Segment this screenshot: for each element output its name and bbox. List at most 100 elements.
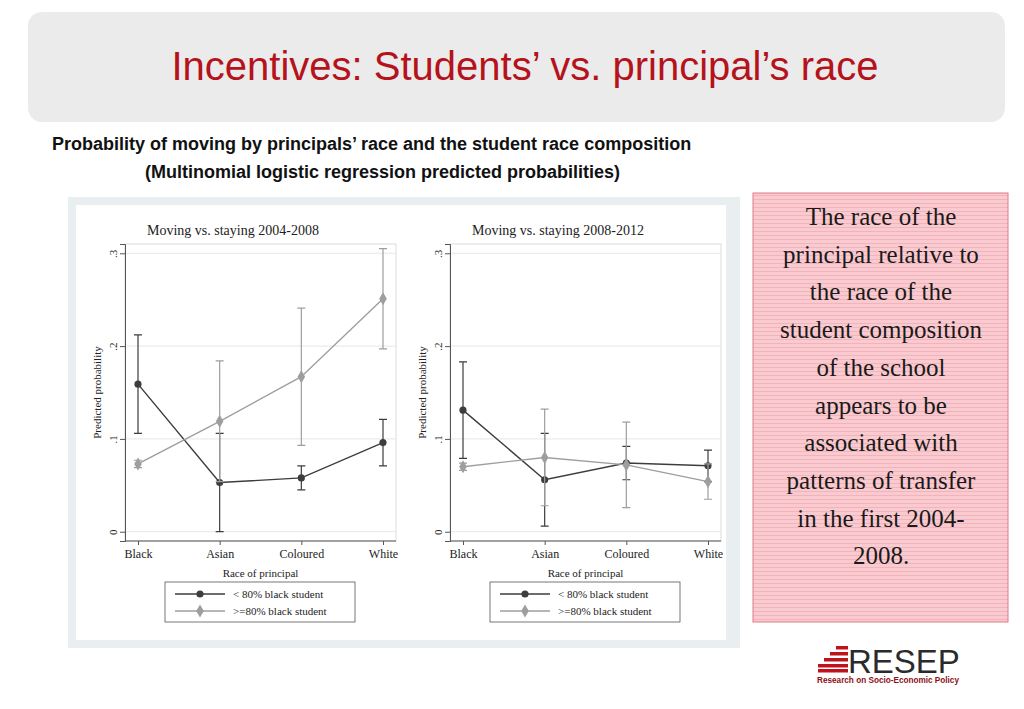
x-tick-mark	[708, 541, 709, 545]
note-text: 2008.	[853, 542, 909, 569]
x-tick-mark	[301, 541, 302, 545]
y-tick-label: .3	[107, 249, 119, 258]
x-tick: Coloured	[604, 541, 649, 561]
error-bar-path	[134, 335, 142, 433]
title-bar	[28, 12, 1005, 122]
grid-line	[450, 438, 721, 439]
grid-line	[450, 346, 721, 347]
subtitle: Probability of moving by principals’ rac…	[52, 134, 691, 154]
error-bar	[297, 466, 305, 490]
subtitle: (Multinomial logistic regression predict…	[145, 162, 620, 182]
x-tick-label: Asian	[206, 547, 234, 561]
x-axis-line	[125, 541, 396, 542]
x-axis-line	[450, 541, 721, 542]
legend-label: < 80% black student	[233, 588, 323, 600]
x-tick: Black	[450, 541, 478, 561]
chart-title: Moving vs. staying 2008-2012	[472, 223, 644, 238]
y-axis-line	[445, 245, 451, 542]
point-marker	[216, 415, 224, 428]
x-tick: Asian	[206, 541, 234, 561]
point-marker	[541, 451, 549, 464]
y-tick: .2	[107, 342, 125, 350]
error-bar	[459, 362, 467, 459]
y-tick-mark	[120, 532, 125, 533]
error-bar-path	[297, 466, 305, 490]
slide: Incentives: Students’ vs. principal’s ra…	[0, 0, 1024, 709]
error-bar	[379, 249, 387, 349]
point-marker	[134, 457, 142, 470]
legend-label: >=80% black student	[233, 605, 327, 617]
x-tick: White	[694, 541, 723, 561]
slide-title: Incentives: Students’ vs. principal’s ra…	[171, 44, 878, 88]
error-bar-path	[622, 422, 630, 507]
error-bar-path	[216, 361, 224, 482]
error-bar-path	[541, 409, 549, 506]
chart: 0.1.2.3BlackAsianColouredWhiteMoving vs.…	[76, 205, 401, 640]
y-tick-label: .1	[432, 435, 444, 443]
x-tick-mark	[463, 541, 464, 545]
point-marker	[379, 439, 386, 446]
y-tick-mark	[445, 532, 450, 533]
note-text: appears to be	[815, 392, 947, 419]
error-bar-path	[379, 249, 387, 349]
point-marker	[298, 474, 305, 481]
note-box	[753, 193, 1008, 622]
logo-caption: Research on Socio-Economic Policy	[817, 676, 959, 685]
legend-box	[490, 582, 680, 622]
y-tick: .1	[432, 435, 450, 443]
point-marker	[459, 407, 466, 414]
chart: 0.1.2.3BlackAsianColouredWhiteMoving vs.…	[401, 205, 726, 640]
x-tick-mark	[220, 541, 221, 545]
chart-panel	[68, 197, 740, 648]
x-axis: Black Asian Coloured White	[450, 541, 724, 561]
graph-region	[76, 205, 401, 640]
y-tick-mark	[445, 253, 450, 254]
x-tick-mark	[383, 541, 384, 545]
series	[134, 249, 387, 482]
x-axis-title: Race of principal	[223, 567, 299, 579]
y-axis: 0.1.2.3	[107, 245, 126, 542]
note-text: student composition	[780, 316, 983, 343]
logo-bar	[830, 652, 848, 656]
x-axis-title: Race of principal	[548, 567, 624, 579]
x-tick-mark	[138, 541, 139, 545]
x-tick-label: Coloured	[604, 547, 649, 561]
y-tick-mark	[120, 253, 125, 254]
note-text: patterns of transfer	[787, 467, 976, 494]
logo-bar	[818, 664, 848, 668]
x-tick-label: Asian	[531, 547, 559, 561]
marks	[459, 362, 712, 526]
point-marker	[459, 460, 467, 473]
note-text: The race of the	[806, 203, 957, 230]
chart-title: Moving vs. staying 2004-2008	[147, 223, 319, 238]
point-marker	[623, 458, 631, 471]
error-bar-path	[379, 419, 387, 465]
error-bar	[622, 422, 630, 507]
x-tick-mark	[545, 541, 546, 545]
grid-line	[125, 346, 396, 347]
x-axis: BlackAsianColouredWhite	[125, 541, 399, 561]
y-tick: 0	[432, 529, 450, 535]
x-tick-label: Black	[450, 547, 478, 561]
y-tick-mark	[445, 439, 450, 440]
series	[134, 335, 387, 532]
logo-bar	[836, 646, 848, 650]
point-marker	[704, 475, 712, 488]
y-tick-mark	[120, 346, 125, 347]
error-bar	[216, 361, 224, 482]
plot-area	[450, 244, 721, 541]
grid-line	[125, 253, 396, 254]
error-bar-path	[297, 308, 305, 445]
x-tick: Coloured	[279, 541, 324, 561]
y-tick-label: 0	[107, 529, 119, 535]
point-marker	[298, 370, 306, 383]
x-tick-label: Black	[125, 547, 153, 561]
error-bar	[134, 335, 142, 433]
note-text: of the school	[816, 354, 945, 381]
y-tick: .3	[107, 249, 125, 258]
y-tick-label: .2	[432, 342, 444, 350]
note-text: the race of the	[810, 278, 952, 305]
y-axis-title: Predicted probability	[91, 346, 103, 439]
error-bar	[297, 308, 305, 445]
x-tick: Asian	[531, 541, 559, 561]
